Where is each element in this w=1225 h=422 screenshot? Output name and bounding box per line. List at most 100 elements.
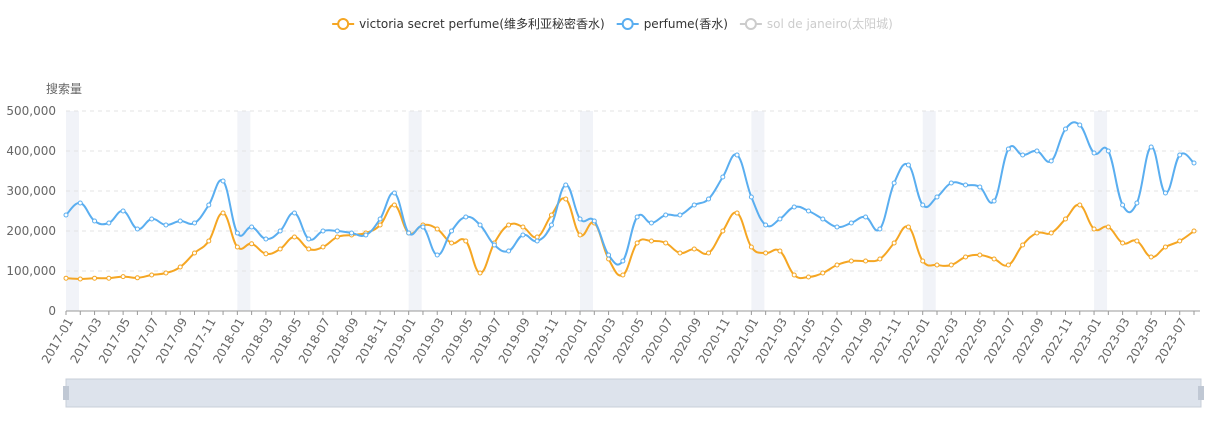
point [1162, 190, 1168, 196]
point [263, 236, 269, 242]
point [149, 272, 155, 278]
point [834, 262, 840, 268]
point [820, 270, 826, 276]
point [334, 228, 340, 234]
zoom-slider[interactable] [65, 378, 1202, 408]
point [120, 274, 126, 280]
point [648, 238, 654, 244]
point [920, 258, 926, 264]
point [63, 275, 69, 281]
point [648, 220, 654, 226]
point [1020, 152, 1026, 158]
point [377, 222, 383, 228]
point [1105, 224, 1111, 230]
point [477, 222, 483, 228]
y-tick-label: 100,000 [6, 264, 56, 278]
point [449, 240, 455, 246]
point [791, 272, 797, 278]
point [848, 258, 854, 264]
point [306, 246, 312, 252]
legend: victoria secret perfume(维多利亚秘密香水) perfume… [332, 16, 893, 31]
point [177, 218, 183, 224]
legend-item[interactable]: perfume(香水) [616, 17, 728, 31]
point [306, 236, 312, 242]
point [1148, 144, 1154, 150]
point [577, 216, 583, 222]
point [563, 196, 569, 202]
point [734, 210, 740, 216]
legend-item[interactable]: sol de janeiro(太阳城) [739, 16, 893, 31]
point [620, 272, 626, 278]
point [477, 270, 483, 276]
point [663, 240, 669, 246]
point [1005, 262, 1011, 268]
point [691, 246, 697, 252]
point [1034, 230, 1040, 236]
point [1091, 226, 1097, 232]
point [106, 220, 112, 226]
point [349, 230, 355, 236]
point [1105, 148, 1111, 154]
legend-symbol [621, 18, 634, 30]
point [591, 218, 597, 224]
point [991, 198, 997, 204]
point [263, 251, 269, 257]
point [963, 254, 969, 260]
point [206, 238, 212, 244]
point [134, 226, 140, 232]
point [1134, 238, 1140, 244]
point [1148, 254, 1154, 260]
point [948, 262, 954, 268]
y-tick-label: 200,000 [6, 224, 56, 238]
point [291, 210, 297, 216]
point [192, 250, 198, 256]
point [1191, 160, 1197, 166]
y-tick-label: 300,000 [6, 184, 56, 198]
point [777, 248, 783, 254]
point [534, 238, 540, 244]
point [506, 222, 512, 228]
zoom-handle[interactable] [1198, 386, 1204, 400]
point [877, 256, 883, 262]
point [434, 226, 440, 232]
point [1005, 146, 1011, 152]
zoom-handle[interactable] [63, 386, 69, 400]
legend-item[interactable]: victoria secret perfume(维多利亚秘密香水) [332, 16, 605, 31]
point [791, 204, 797, 210]
y-tick-label: 400,000 [6, 144, 56, 158]
point [948, 180, 954, 186]
point [963, 182, 969, 188]
point [1020, 242, 1026, 248]
point [634, 214, 640, 220]
point [563, 182, 569, 188]
legend-label: victoria secret perfume(维多利亚秘密香水) [359, 16, 605, 31]
point [463, 214, 469, 220]
point [763, 222, 769, 228]
point [548, 212, 554, 218]
point [1034, 148, 1040, 154]
point [706, 196, 712, 202]
point [120, 208, 126, 214]
point [820, 216, 826, 222]
period-band [237, 111, 251, 311]
point [905, 224, 911, 230]
point [1077, 202, 1083, 208]
point [149, 216, 155, 222]
point [1062, 216, 1068, 222]
y-tick-label: 500,000 [6, 104, 56, 118]
point [163, 222, 169, 228]
point [106, 275, 112, 281]
point [363, 232, 369, 238]
point [991, 256, 997, 262]
point [977, 252, 983, 258]
point [177, 264, 183, 270]
point [92, 275, 98, 281]
point [520, 232, 526, 238]
point [691, 202, 697, 208]
point [491, 242, 497, 248]
period-band [922, 111, 936, 311]
point [834, 224, 840, 230]
point [249, 224, 255, 230]
point [763, 250, 769, 256]
point [391, 190, 397, 196]
